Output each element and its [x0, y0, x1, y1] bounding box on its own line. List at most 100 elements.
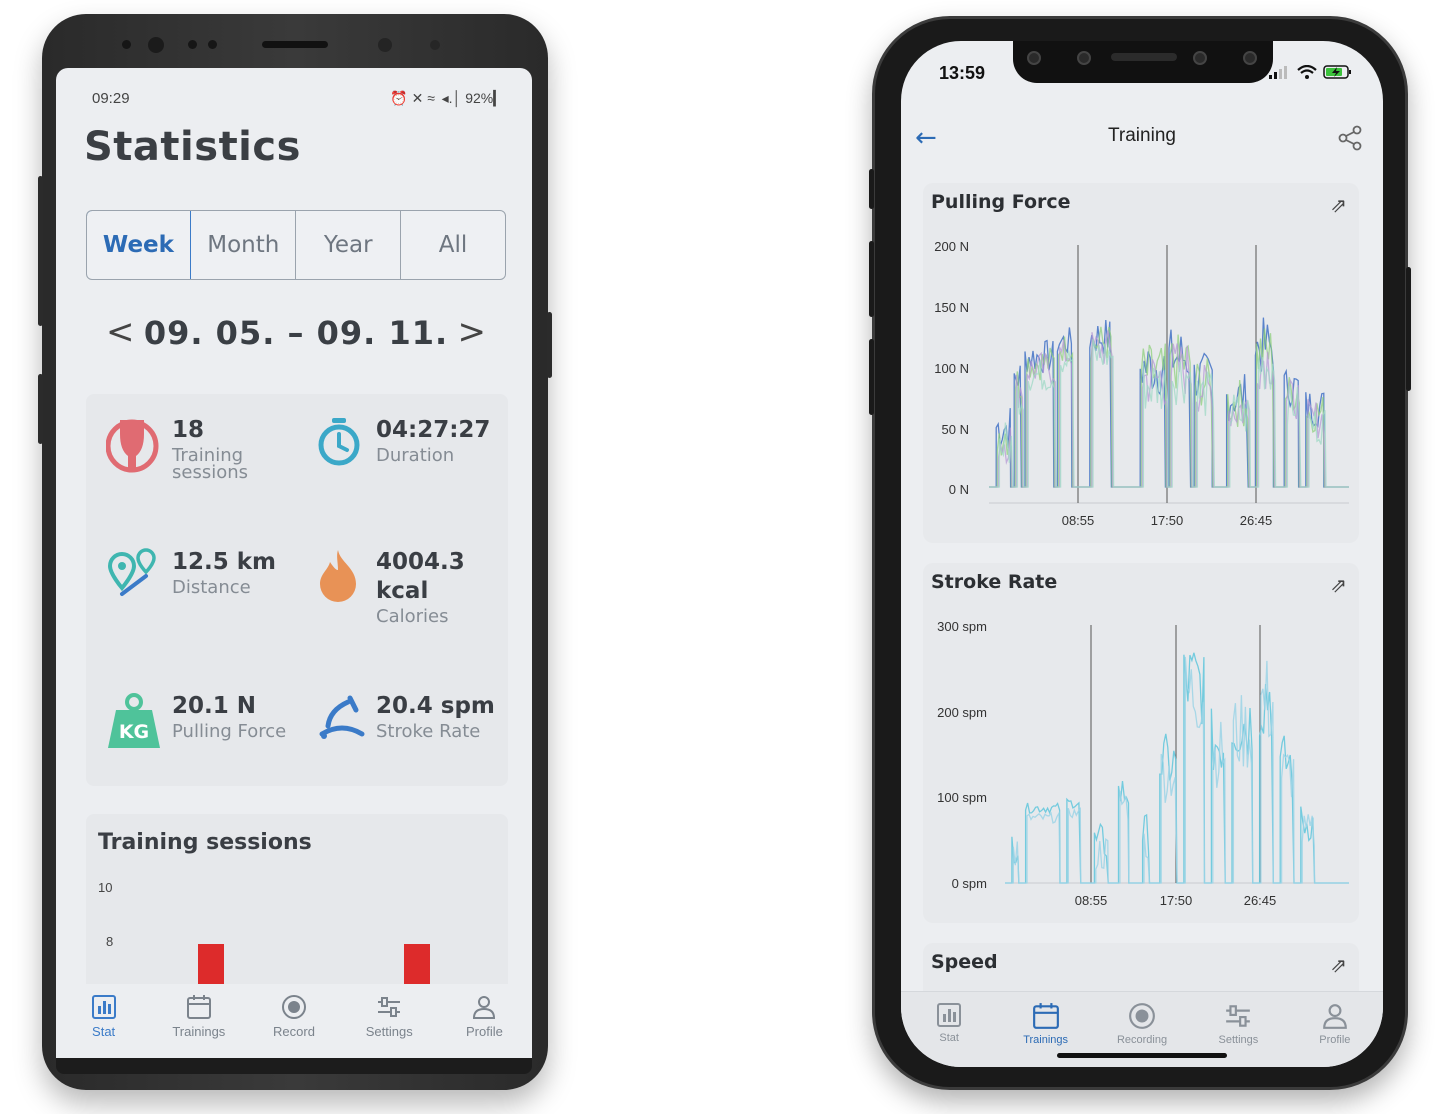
series-line — [1005, 656, 1349, 884]
stat-label: Training sessions — [172, 445, 249, 483]
nav-trainings[interactable]: Trainings — [997, 992, 1093, 1067]
stat-value: 20.1 N — [172, 693, 257, 719]
stat-value: 12.5 km — [172, 549, 277, 575]
sensor-dot — [122, 40, 131, 49]
nav-stat[interactable]: Stat — [901, 992, 997, 1067]
nav-label: Trainings — [1023, 1034, 1069, 1046]
y-tick-label: 150 N — [934, 300, 969, 315]
share-icon[interactable] — [1337, 125, 1363, 151]
wifi-icon — [1297, 65, 1317, 79]
stats-screen: 09:29 ⏰ ✕ ≈ ◂.│ 92%▎ Statistics Week Mon… — [56, 68, 532, 1058]
chart-title: Training sessions — [98, 830, 312, 855]
user-icon — [1322, 1004, 1347, 1029]
sensor-dot — [1193, 51, 1207, 65]
stat-label: Calories — [376, 606, 449, 627]
calendar-icon — [1032, 1003, 1059, 1029]
flame-icon — [320, 550, 356, 602]
front-camera — [1077, 51, 1091, 65]
sensor-dot — [208, 40, 217, 49]
nav-record[interactable]: Record — [246, 984, 341, 1058]
chart-title: Stroke Rate — [931, 571, 1058, 593]
x-tick-label: 08:55 — [1075, 893, 1108, 908]
screen-title: Training — [1108, 125, 1176, 146]
record-icon — [1129, 1003, 1155, 1029]
stat-value: 04:27:27 — [376, 417, 491, 443]
volume-down-button — [869, 339, 874, 415]
pulling-force-chart: 200 N 150 N 100 N 50 N 0 N 08:55 17:50 2… — [934, 239, 1349, 528]
nav-label: Trainings — [172, 1024, 226, 1039]
chart-title: Pulling Force — [931, 191, 1071, 213]
earpiece-speaker — [1111, 53, 1177, 61]
tab-all[interactable]: All — [438, 232, 468, 258]
nav-stat[interactable]: Stat — [56, 984, 151, 1058]
tab-week[interactable]: Week — [87, 211, 192, 279]
nav-settings[interactable]: Settings — [1190, 992, 1286, 1067]
stat-label: Stroke Rate — [376, 721, 481, 742]
calendar-icon — [186, 995, 211, 1019]
nav-recording[interactable]: Recording — [1094, 992, 1190, 1067]
next-period-button[interactable]: > — [457, 312, 487, 352]
phone-top-bezel — [42, 14, 548, 84]
nav-label: Record — [273, 1024, 315, 1039]
pulling-force-chart-card: 200 N 150 N 100 N 50 N 0 N 08:55 17:50 2… — [923, 183, 1359, 543]
tab-month[interactable]: Month — [191, 211, 297, 279]
x-tick-label: 26:45 — [1240, 513, 1273, 528]
bar-chart-icon — [937, 1003, 962, 1027]
nav-label: Profile — [1319, 1034, 1351, 1046]
android-phone: 09:29 ⏰ ✕ ≈ ◂.│ 92%▎ Statistics Week Mon… — [38, 14, 552, 1090]
back-arrow-icon[interactable]: ← — [915, 123, 937, 153]
iris-sensor — [378, 38, 392, 52]
y-tick-label: 0 N — [949, 482, 969, 497]
y-tick-label: 300 spm — [937, 619, 987, 634]
expand-icon[interactable]: ⇗ — [1330, 573, 1347, 597]
nav-profile[interactable]: Profile — [1287, 992, 1383, 1067]
nav-trainings[interactable]: Trainings — [151, 984, 246, 1058]
home-indicator — [1057, 1053, 1227, 1058]
record-icon — [282, 995, 306, 1019]
training-screen: 13:59 ← Training — [901, 41, 1383, 1067]
y-tick-label: 10 — [98, 880, 113, 895]
kg-label: KG — [119, 721, 149, 743]
status-indicators: ⏰ ✕ ≈ ◂.│ 92%▎ — [390, 90, 504, 106]
series-line — [989, 317, 1349, 488]
prev-period-button[interactable]: < — [106, 312, 135, 352]
bixby-button — [38, 374, 43, 444]
sensor-dot — [1243, 51, 1257, 65]
phone-bottom-bezel — [56, 1058, 532, 1074]
stat-label: Distance — [172, 577, 251, 598]
map-pin-icon — [107, 548, 156, 596]
x-tick-label: 26:45 — [1244, 893, 1277, 908]
chart-title: Speed — [931, 951, 998, 973]
sensor-dot — [1027, 51, 1041, 65]
notch — [1013, 41, 1273, 83]
series-line — [989, 339, 1349, 488]
y-tick-label: 100 N — [934, 361, 969, 376]
y-tick-label: 0 spm — [952, 876, 987, 891]
sensor-dot — [188, 40, 197, 49]
stat-label: Pulling Force — [172, 721, 287, 742]
nav-profile[interactable]: Profile — [437, 984, 532, 1058]
sessions-bar — [404, 944, 430, 984]
sliders-icon — [1226, 1005, 1251, 1027]
y-tick-label: 200 N — [934, 239, 969, 254]
expand-icon[interactable]: ⇗ — [1330, 953, 1347, 977]
nav-settings[interactable]: Settings — [342, 984, 437, 1058]
expand-icon[interactable]: ⇗ — [1330, 193, 1347, 217]
volume-button — [38, 176, 43, 326]
sessions-bar — [198, 944, 224, 984]
stroke-rate-chart-card: 300 spm 200 spm 100 spm 0 spm 08:55 17:5… — [923, 563, 1359, 923]
stroke-rate-chart: 300 spm 200 spm 100 spm 0 spm 08:55 17:5… — [937, 619, 1349, 908]
stopwatch-icon — [318, 418, 360, 466]
nav-label: Settings — [365, 1024, 413, 1039]
screen-header: ← Training — [901, 113, 1383, 159]
earpiece-speaker — [262, 41, 328, 48]
date-range-label: 09. 05. – 09. 11. — [143, 314, 449, 352]
y-tick-label: 100 spm — [937, 790, 987, 805]
page-title: Statistics — [84, 124, 301, 170]
nav-label: Recording — [1116, 1034, 1168, 1046]
volume-up-button — [869, 241, 874, 317]
tab-year[interactable]: Year — [296, 211, 402, 279]
mute-switch — [869, 169, 874, 209]
status-indicators — [1269, 65, 1353, 79]
stat-value: 18 — [172, 417, 205, 443]
